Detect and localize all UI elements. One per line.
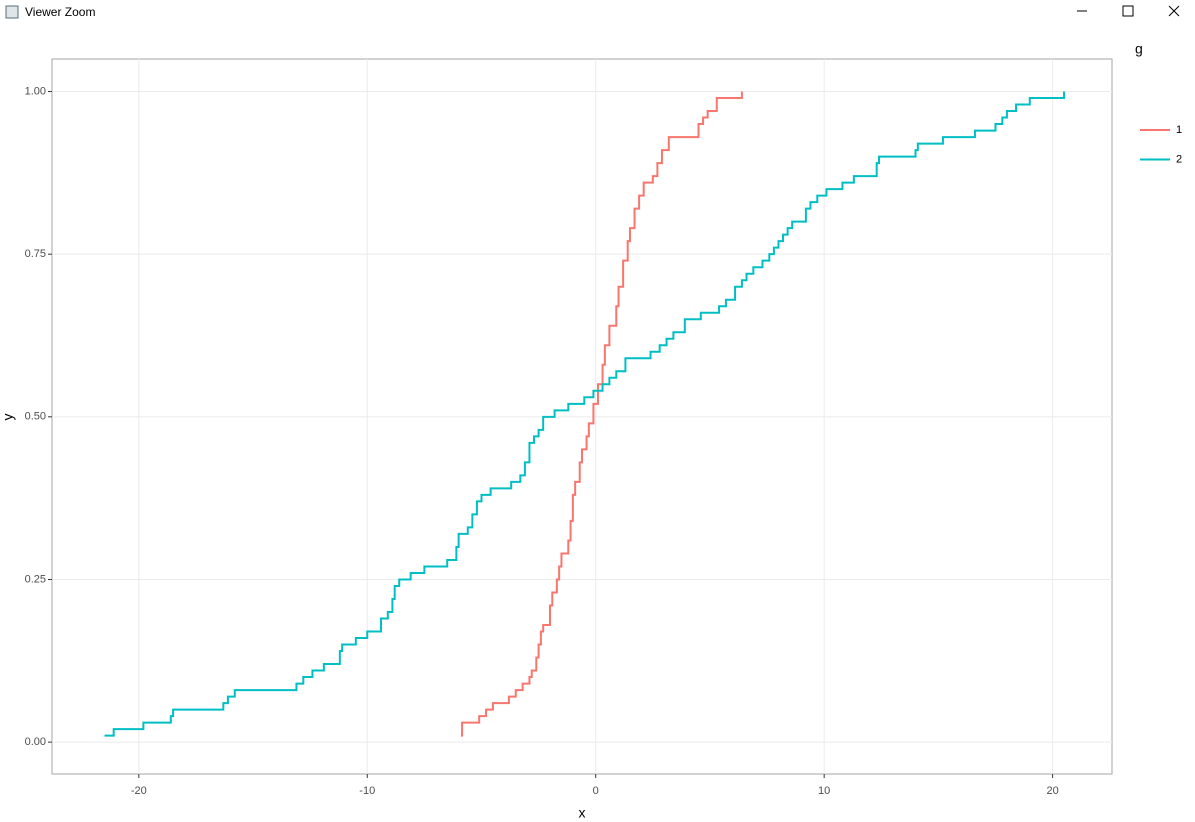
maximize-button[interactable] bbox=[1122, 5, 1134, 17]
x-tick-label: 0 bbox=[593, 785, 599, 797]
x-tick-label: -20 bbox=[131, 785, 147, 797]
y-tick-label: 0.75 bbox=[25, 248, 46, 260]
window-title: Viewer Zoom bbox=[25, 5, 95, 19]
ecdf-line bbox=[104, 91, 1066, 737]
y-tick-label: 0.50 bbox=[25, 411, 46, 423]
app-icon bbox=[5, 5, 19, 19]
legend-label: 2 bbox=[1176, 153, 1182, 165]
x-tick-label: 10 bbox=[818, 785, 830, 797]
close-button[interactable] bbox=[1168, 5, 1180, 17]
y-axis-label: y bbox=[0, 414, 16, 421]
x-tick-label: 20 bbox=[1046, 785, 1058, 797]
x-tick-label: -10 bbox=[359, 785, 375, 797]
marks bbox=[104, 91, 1066, 737]
x-axis-label: x bbox=[579, 805, 586, 821]
legend-title: g bbox=[1135, 41, 1143, 57]
ecdf-line bbox=[460, 91, 743, 737]
y-tick-label: 1.00 bbox=[25, 85, 46, 97]
y-tick-label: 0.00 bbox=[25, 736, 46, 748]
y-tick-label: 0.25 bbox=[25, 573, 46, 585]
legend-label: 1 bbox=[1176, 124, 1182, 136]
grid bbox=[52, 59, 1112, 774]
title-bar bbox=[0, 0, 1195, 26]
